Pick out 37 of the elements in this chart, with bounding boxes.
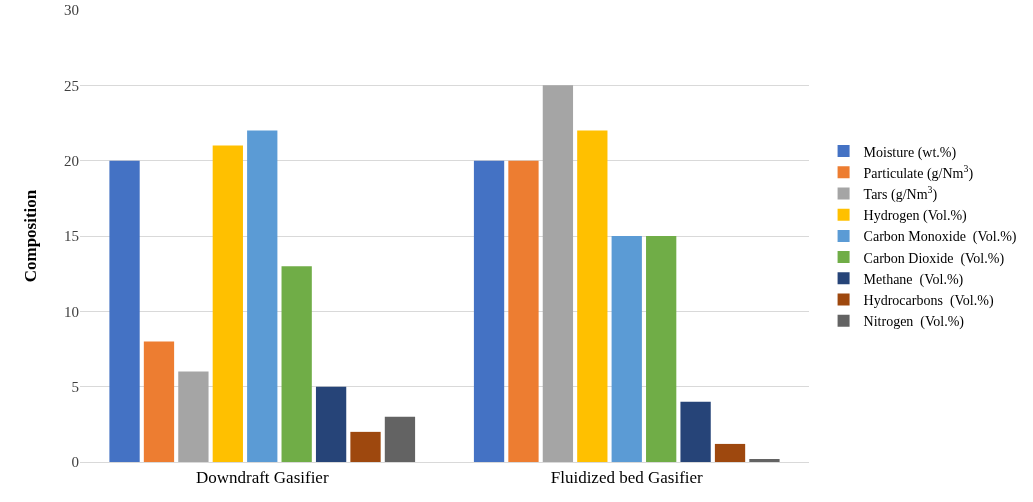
y-tick-label: 10 [64, 303, 79, 320]
y-tick-label: 5 [71, 378, 79, 395]
legend-label: Moisture (wt.%) [863, 144, 957, 161]
bar [315, 386, 347, 462]
bar [508, 160, 539, 462]
bar [680, 401, 711, 462]
y-tick-label: 0 [71, 454, 79, 471]
y-tick-label: 25 [64, 77, 79, 94]
bar [577, 130, 608, 462]
y-tick-label: 20 [64, 152, 79, 169]
bar [247, 130, 278, 462]
y-axis-title: Composition [21, 189, 40, 283]
bar [109, 160, 140, 462]
x-tick-label: Downdraft Gasifier [195, 468, 329, 488]
legend-label: Hydrogen (Vol.%) [863, 208, 968, 225]
y-tick-label: 30 [64, 2, 79, 19]
bar [212, 145, 243, 462]
bar [646, 236, 677, 462]
bar [350, 431, 381, 462]
bar [281, 266, 312, 462]
bar [611, 236, 642, 462]
legend-label: Methane (Vol.%) [863, 271, 964, 288]
bar [542, 85, 574, 462]
legend-label: Nitrogen (Vol.%) [863, 314, 965, 331]
bar [749, 458, 780, 462]
x-tick-label: Fluidized bed Gasifier [550, 468, 704, 488]
bar [714, 443, 746, 462]
legend-label: Hydrocarbons (Vol.%) [863, 292, 994, 309]
y-tick-label: 15 [64, 228, 79, 245]
legend-label: Tars (g/Nm$^{3}$) [863, 184, 938, 203]
bar [473, 160, 505, 462]
bar [178, 371, 209, 462]
legend-label: Particulate (g/Nm$^{3}$) [863, 162, 974, 182]
legend-label: Carbon Dioxide (Vol.%) [863, 250, 1005, 267]
bar [384, 416, 416, 462]
legend-label: Carbon Monoxide (Vol.%) [863, 229, 1017, 246]
bar [143, 341, 175, 462]
